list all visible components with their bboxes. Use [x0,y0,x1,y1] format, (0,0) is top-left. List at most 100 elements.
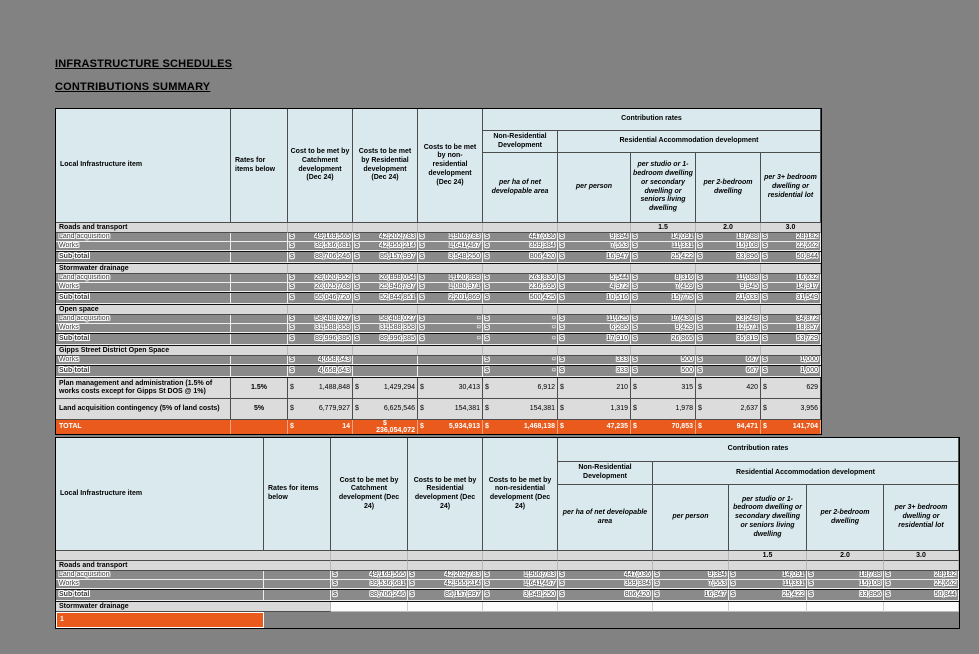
money-cell[interactable]: $14,091 [729,571,807,580]
money-cell[interactable]: $31,588,358 [353,324,418,333]
money-cell[interactable]: $42,955,214 [408,580,483,589]
money-cell[interactable]: $10,516 [558,293,631,304]
section-cell[interactable] [558,551,653,561]
money-cell[interactable]: $154,381 [418,399,483,420]
money-cell[interactable]: $17,910 [558,334,631,345]
money-cell[interactable]: $15,108 [696,242,761,251]
money-cell[interactable]: $263,830 [483,274,558,283]
money-cell[interactable]: $88,706,246 [331,590,408,601]
money-cell[interactable]: $3,548,250 [418,252,483,263]
orange-bar-label[interactable]: 1 [56,612,264,628]
occupancy-rate[interactable]: 2.0 [807,551,884,561]
header-cell[interactable]: Residential Accommodation development [653,462,959,485]
section-cell[interactable] [483,561,558,571]
section-cell[interactable] [331,561,408,571]
money-cell[interactable]: $ - [483,324,558,333]
money-cell[interactable]: $58,408,027 [353,315,418,324]
money-cell[interactable]: $333 [558,356,631,365]
money-cell[interactable]: $ - [418,334,483,345]
section-cell[interactable] [729,602,807,612]
money-cell[interactable]: $1,488,848 [288,378,353,399]
rate-cell[interactable] [231,366,288,377]
section-cell[interactable] [696,305,761,315]
money-cell[interactable]: $39,536,681 [288,242,353,251]
money-cell[interactable]: $25,422 [729,590,807,601]
money-cell[interactable]: $14,917 [761,283,821,292]
money-cell[interactable]: $22,662 [884,580,959,589]
money-cell[interactable]: $359,384 [558,580,653,589]
rate-cell[interactable] [231,233,288,242]
section-cell[interactable] [353,264,418,274]
row-label[interactable]: Plan management and administration (1.5%… [56,378,231,399]
money-cell[interactable]: $1,000 [761,366,821,377]
header-cell[interactable]: Local Infrastructure item [56,438,264,551]
money-cell[interactable]: $88,706,246 [288,252,353,263]
money-cell[interactable] [418,356,483,365]
money-cell[interactable]: $154,381 [483,399,558,420]
money-cell[interactable]: $52,844,851 [353,293,418,304]
section-cell[interactable] [761,305,821,315]
header-cell[interactable]: Non-Residential Development [558,462,653,485]
money-cell[interactable]: $89,996,385 [353,334,418,345]
header-cell[interactable]: Non-Residential Development [483,131,558,153]
row-label[interactable]: Sub-total [56,252,231,263]
money-cell[interactable]: $9,945 [696,283,761,292]
row-label[interactable]: Works [56,356,231,365]
money-cell[interactable]: $17,436 [631,315,696,324]
money-cell[interactable]: $11,331 [631,242,696,251]
money-cell[interactable]: $42,202,783 [408,571,483,580]
money-cell[interactable]: $141,704 [761,420,821,434]
money-cell[interactable]: $50,844 [884,590,959,601]
section-label[interactable]: Stormwater drainage [56,264,288,274]
header-cell[interactable]: Cost to be met by Catchment development … [331,438,408,551]
money-cell[interactable]: $85,157,997 [408,590,483,601]
money-cell[interactable]: $16,947 [558,252,631,263]
rate-cell[interactable] [264,590,331,601]
money-cell[interactable]: $1,120,898 [418,274,483,283]
section-cell[interactable] [884,602,959,612]
rate-cell[interactable] [231,420,288,434]
rate-cell[interactable] [231,293,288,304]
money-cell[interactable]: $500 [631,366,696,377]
money-cell[interactable]: $28,182 [884,571,959,580]
money-cell[interactable]: $ - [418,315,483,324]
money-cell[interactable]: $629 [761,378,821,399]
section-cell[interactable] [807,602,884,612]
row-label[interactable]: Land acquisition [56,233,231,242]
row-label[interactable]: Sub-total [56,590,264,601]
occupancy-rate[interactable]: 3.0 [761,223,821,233]
money-cell[interactable]: $806,420 [558,590,653,601]
section-cell[interactable] [631,264,696,274]
section-cell[interactable] [288,264,353,274]
row-label[interactable]: Sub-total [56,334,231,345]
row-label[interactable]: Works [56,283,231,292]
money-cell[interactable]: $333 [558,366,631,377]
money-cell[interactable]: $1,978 [631,399,696,420]
occupancy-rate[interactable]: 3.0 [884,551,959,561]
section-cell[interactable] [288,223,353,233]
occupancy-rate[interactable]: 2.0 [696,223,761,233]
money-cell[interactable]: $26,898,054 [353,274,418,283]
money-cell[interactable]: $85,157,997 [353,252,418,263]
money-cell[interactable]: $42,955,214 [353,242,418,251]
section-label[interactable]: Roads and transport [56,561,331,571]
money-cell[interactable]: $9,429 [631,324,696,333]
header-cell[interactable]: per studio or 1-bedroom dwelling or seco… [729,485,807,551]
section-cell[interactable] [653,602,729,612]
money-cell[interactable]: $33,896 [696,252,761,263]
row-label[interactable]: Works [56,242,231,251]
money-cell[interactable]: $4,972 [558,283,631,292]
section-cell[interactable] [558,346,631,356]
money-cell[interactable]: $30,413 [418,378,483,399]
section-cell[interactable] [558,223,631,233]
money-cell[interactable]: $4,658,643 [288,366,353,377]
money-cell[interactable]: $447,036 [558,571,653,580]
section-cell[interactable] [631,305,696,315]
money-cell[interactable]: $2,201,869 [418,293,483,304]
money-cell[interactable]: $500 [631,356,696,365]
rate-cell[interactable] [264,571,331,580]
header-cell[interactable]: per person [558,153,631,223]
money-cell[interactable]: $33,896 [807,590,884,601]
money-cell[interactable]: $3,956 [761,399,821,420]
money-cell[interactable]: $236,054,072 [353,420,418,434]
